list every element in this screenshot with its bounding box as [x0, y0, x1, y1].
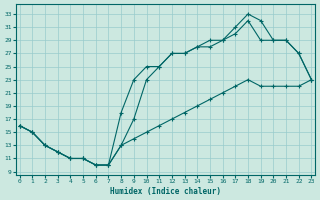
X-axis label: Humidex (Indice chaleur): Humidex (Indice chaleur) — [110, 187, 221, 196]
